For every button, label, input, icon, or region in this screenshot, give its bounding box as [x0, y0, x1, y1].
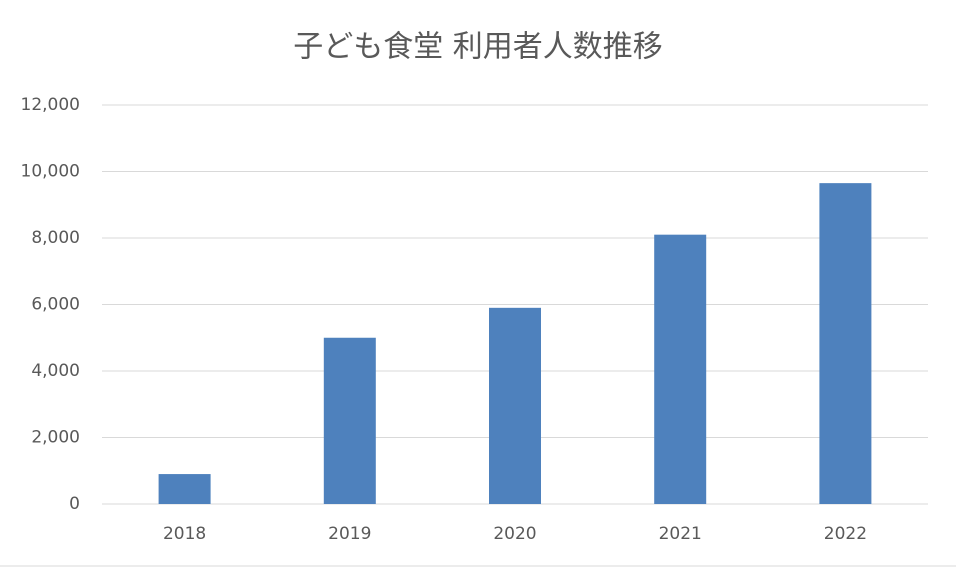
y-tick-label: 8,000	[31, 228, 80, 248]
y-tick-label: 0	[69, 494, 80, 514]
x-tick-label: 2020	[493, 524, 536, 544]
x-tick-label: 2021	[659, 524, 702, 544]
bar	[158, 474, 211, 504]
y-tick-label: 2,000	[31, 428, 80, 448]
y-tick-label: 10,000	[21, 162, 80, 182]
x-tick-label: 2022	[824, 524, 867, 544]
bar	[489, 307, 541, 504]
bar	[654, 234, 707, 505]
y-tick-label: 6,000	[31, 295, 80, 315]
y-tick-label: 12,000	[21, 95, 80, 115]
bar	[819, 183, 872, 504]
bar	[323, 337, 376, 504]
y-tick-label: 4,000	[31, 361, 80, 381]
chart-title: 子ども食堂 利用者人数推移	[293, 30, 663, 65]
x-tick-label: 2019	[328, 524, 371, 544]
x-tick-label: 2018	[163, 524, 206, 544]
